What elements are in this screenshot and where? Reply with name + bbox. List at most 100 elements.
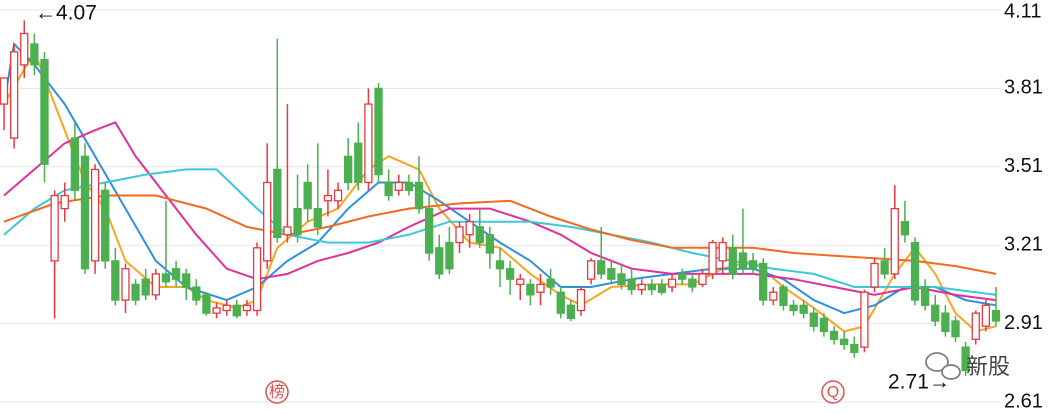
candle-body	[495, 260, 505, 270]
candle-body	[394, 181, 403, 191]
candle-body	[212, 307, 221, 314]
candle-body	[657, 283, 667, 293]
candle-body	[202, 294, 211, 314]
candle-body	[829, 330, 839, 340]
candle-body	[242, 304, 252, 312]
candle-body	[779, 286, 788, 306]
candle-body	[526, 283, 535, 296]
candle-body	[738, 252, 748, 270]
candle-body	[192, 286, 201, 301]
candle-body	[445, 241, 454, 270]
candle-body	[809, 312, 818, 327]
candle-body	[455, 226, 464, 244]
candle-body	[283, 226, 292, 236]
candle-body	[516, 278, 525, 286]
candle-body	[141, 278, 150, 296]
candle-body	[910, 241, 920, 301]
candle-body	[647, 283, 656, 291]
candle-body	[30, 43, 39, 66]
candle-body	[991, 309, 1001, 322]
candle-body	[313, 207, 322, 228]
candle-body	[688, 278, 697, 288]
candle-body	[961, 346, 970, 372]
watermark: 新股	[966, 354, 1010, 379]
icon-label: Q	[827, 384, 839, 401]
candle-body	[90, 168, 100, 262]
candle-body	[900, 221, 910, 236]
candle-body	[971, 312, 980, 340]
candle-body	[759, 262, 768, 301]
candle-body	[981, 304, 991, 327]
candle-body	[232, 304, 241, 317]
candle-body	[607, 268, 616, 280]
candle-body	[80, 155, 90, 270]
candle-body	[151, 273, 160, 296]
candle-body	[182, 273, 191, 288]
candle-body	[111, 260, 120, 301]
candle-body	[566, 304, 576, 320]
candle-body	[819, 317, 829, 333]
y-tick-label: 2.91	[1004, 312, 1043, 334]
candle-body	[252, 247, 262, 312]
candle-body	[840, 338, 849, 346]
candle-body	[333, 189, 343, 202]
candle-body	[931, 304, 940, 322]
candle-body	[222, 304, 231, 312]
candle-body	[627, 278, 636, 291]
candle-body	[617, 273, 626, 286]
candle-body	[880, 260, 889, 275]
candle-body	[303, 181, 312, 210]
moving-average-line	[3, 194, 997, 275]
candle-body	[171, 268, 181, 280]
candle-body	[556, 291, 565, 314]
y-tick-label: 3.81	[1004, 77, 1043, 99]
y-tick-label: 2.61	[1004, 390, 1043, 412]
candle-body	[323, 194, 333, 202]
candle-body	[698, 273, 707, 286]
candle-body	[718, 241, 727, 262]
low-annotation: 2.71→	[888, 371, 950, 394]
icon-circle	[821, 380, 845, 404]
candle-body	[354, 142, 363, 184]
candle-body	[637, 283, 646, 291]
candle-body	[951, 320, 960, 338]
candle-body	[435, 247, 444, 275]
candle-body	[293, 207, 302, 236]
candle-body	[161, 273, 171, 283]
candle-body	[850, 343, 859, 353]
candle-body	[576, 288, 586, 312]
icon-label: 榜	[269, 383, 285, 401]
candle-body	[485, 234, 495, 254]
candle-body	[344, 155, 353, 184]
candle-body	[941, 312, 950, 333]
candle-body	[121, 268, 130, 301]
candle-body	[799, 304, 808, 314]
candle-body	[60, 194, 69, 210]
candle-body	[870, 262, 879, 288]
candle-body	[374, 87, 383, 176]
candle-body	[465, 221, 474, 236]
candle-body	[597, 260, 606, 275]
candle-body	[546, 278, 555, 288]
candle-body	[475, 226, 484, 244]
candle-body	[505, 268, 515, 280]
candle-body	[890, 207, 899, 275]
candle-body	[9, 51, 19, 139]
candle-body	[273, 168, 282, 239]
candle-body	[50, 194, 59, 262]
candle-body	[404, 181, 414, 191]
candle-body	[860, 291, 869, 348]
candle-body	[769, 291, 778, 301]
candle-body	[384, 181, 393, 197]
icon-circle	[265, 380, 289, 404]
y-tick-label: 3.51	[1004, 155, 1043, 177]
candle-body	[789, 304, 798, 312]
y-tick-label: 4.11	[1004, 0, 1041, 22]
candle-body	[70, 137, 80, 191]
candle-body	[414, 181, 424, 210]
candle-body	[678, 273, 687, 280]
candle-body	[667, 278, 677, 288]
candle-body	[728, 247, 737, 275]
